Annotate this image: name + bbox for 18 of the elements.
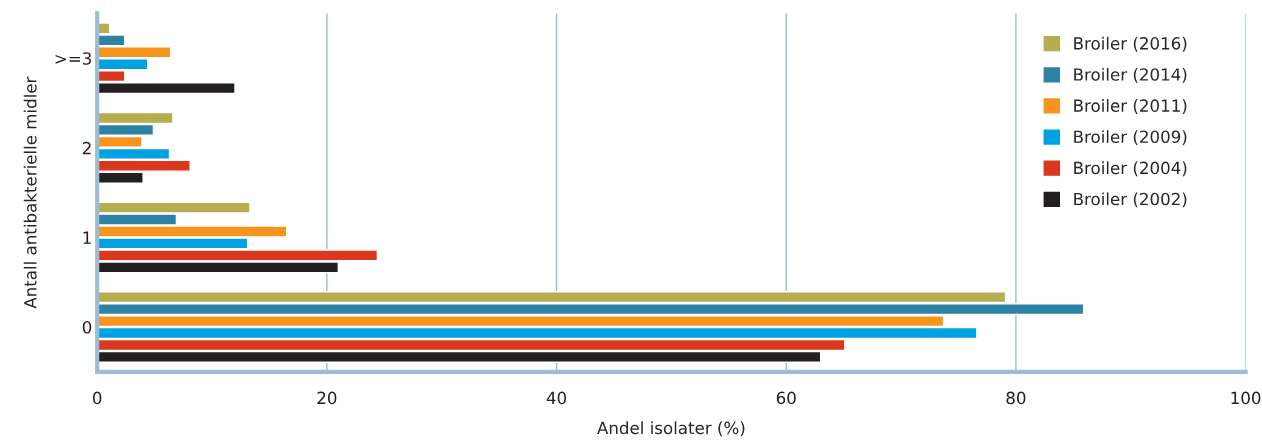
legend-label: Broiler (2016): [1074, 36, 1187, 52]
y-tick-label: 1: [83, 231, 91, 244]
legend-label: Broiler (2002): [1074, 192, 1187, 208]
x-tick-label: 60: [776, 391, 796, 405]
y-tick-label: 2: [82, 141, 91, 155]
y-axis-title: Antall antibakterielle midler: [23, 76, 37, 309]
x-tick-label: 0: [92, 391, 102, 405]
x-axis-title: Andel isolater (%): [597, 421, 745, 437]
legend-label: Broiler (2011): [1074, 99, 1187, 114]
legend-label: Broiler (2004): [1074, 161, 1187, 177]
legend-label: Broiler (2014): [1074, 67, 1187, 83]
x-tick-label: 80: [1006, 391, 1026, 405]
y-tick-label: 0: [82, 321, 92, 334]
x-tick-label: 20: [317, 391, 337, 405]
x-tick-label: 100: [1231, 391, 1261, 405]
legend-label: Broiler (2009): [1074, 130, 1187, 146]
y-tick-label: >=3: [55, 52, 91, 65]
x-tick-label: 40: [546, 391, 567, 405]
